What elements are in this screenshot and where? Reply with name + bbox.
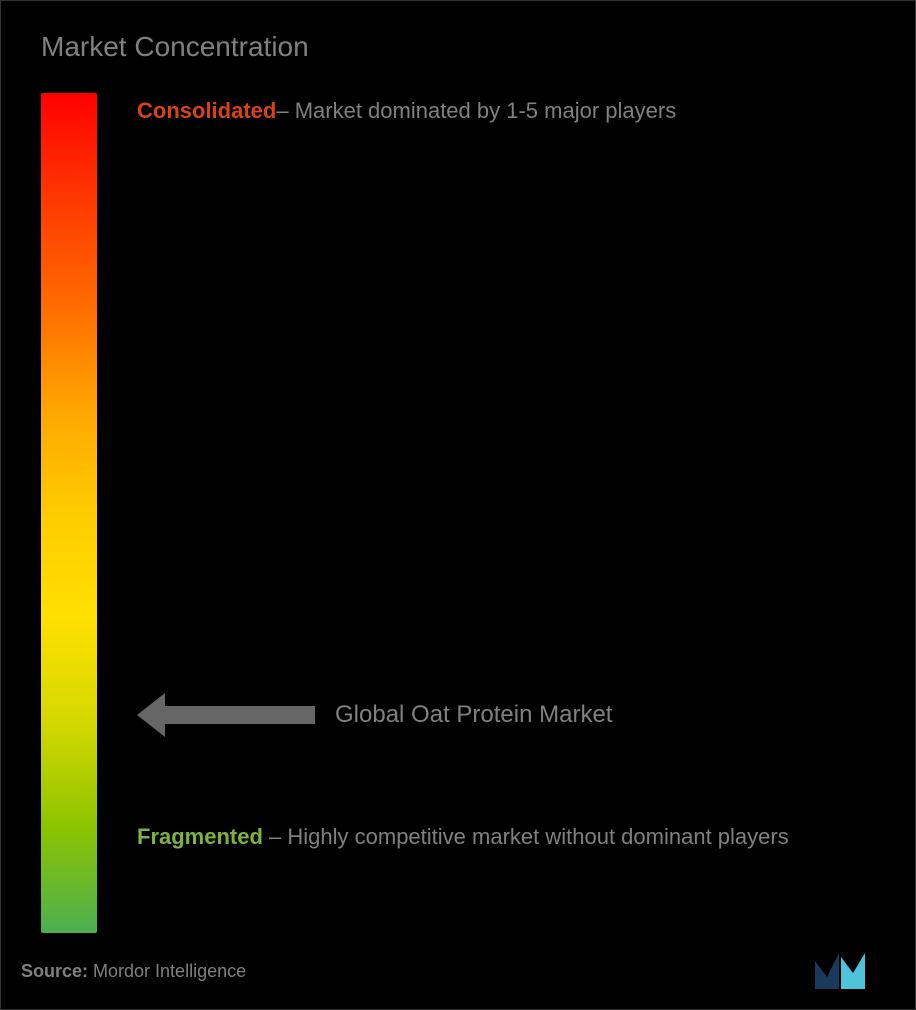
mordor-logo-icon xyxy=(815,953,885,989)
market-pointer: Global Oat Protein Market xyxy=(137,693,612,737)
source-value: Mordor Intelligence xyxy=(88,961,246,981)
consolidated-label: Consolidated– Market dominated by 1-5 ma… xyxy=(137,98,865,124)
consolidated-description: – Market dominated by 1-5 major players xyxy=(276,98,676,123)
fragmented-description: – Highly competitive market without domi… xyxy=(263,824,789,849)
market-name-label: Global Oat Protein Market xyxy=(335,701,612,729)
chart-title: Market Concentration xyxy=(41,31,885,63)
fragmented-label: Fragmented – Highly competitive market w… xyxy=(137,813,865,861)
arrow-head-icon xyxy=(137,693,165,737)
source-label: Source: xyxy=(21,961,88,981)
fragmented-keyword: Fragmented xyxy=(137,824,263,849)
consolidated-keyword: Consolidated xyxy=(137,98,276,123)
labels-area: Consolidated– Market dominated by 1-5 ma… xyxy=(137,93,885,943)
chart-footer: Source: Mordor Intelligence xyxy=(21,953,885,989)
chart-container: Market Concentration Consolidated– Marke… xyxy=(1,1,915,1009)
source-attribution: Source: Mordor Intelligence xyxy=(21,961,246,982)
concentration-gradient-bar xyxy=(41,93,97,933)
chart-content: Consolidated– Market dominated by 1-5 ma… xyxy=(31,93,885,943)
arrow-shaft-icon xyxy=(165,706,315,724)
arrow-left-icon xyxy=(137,693,315,737)
